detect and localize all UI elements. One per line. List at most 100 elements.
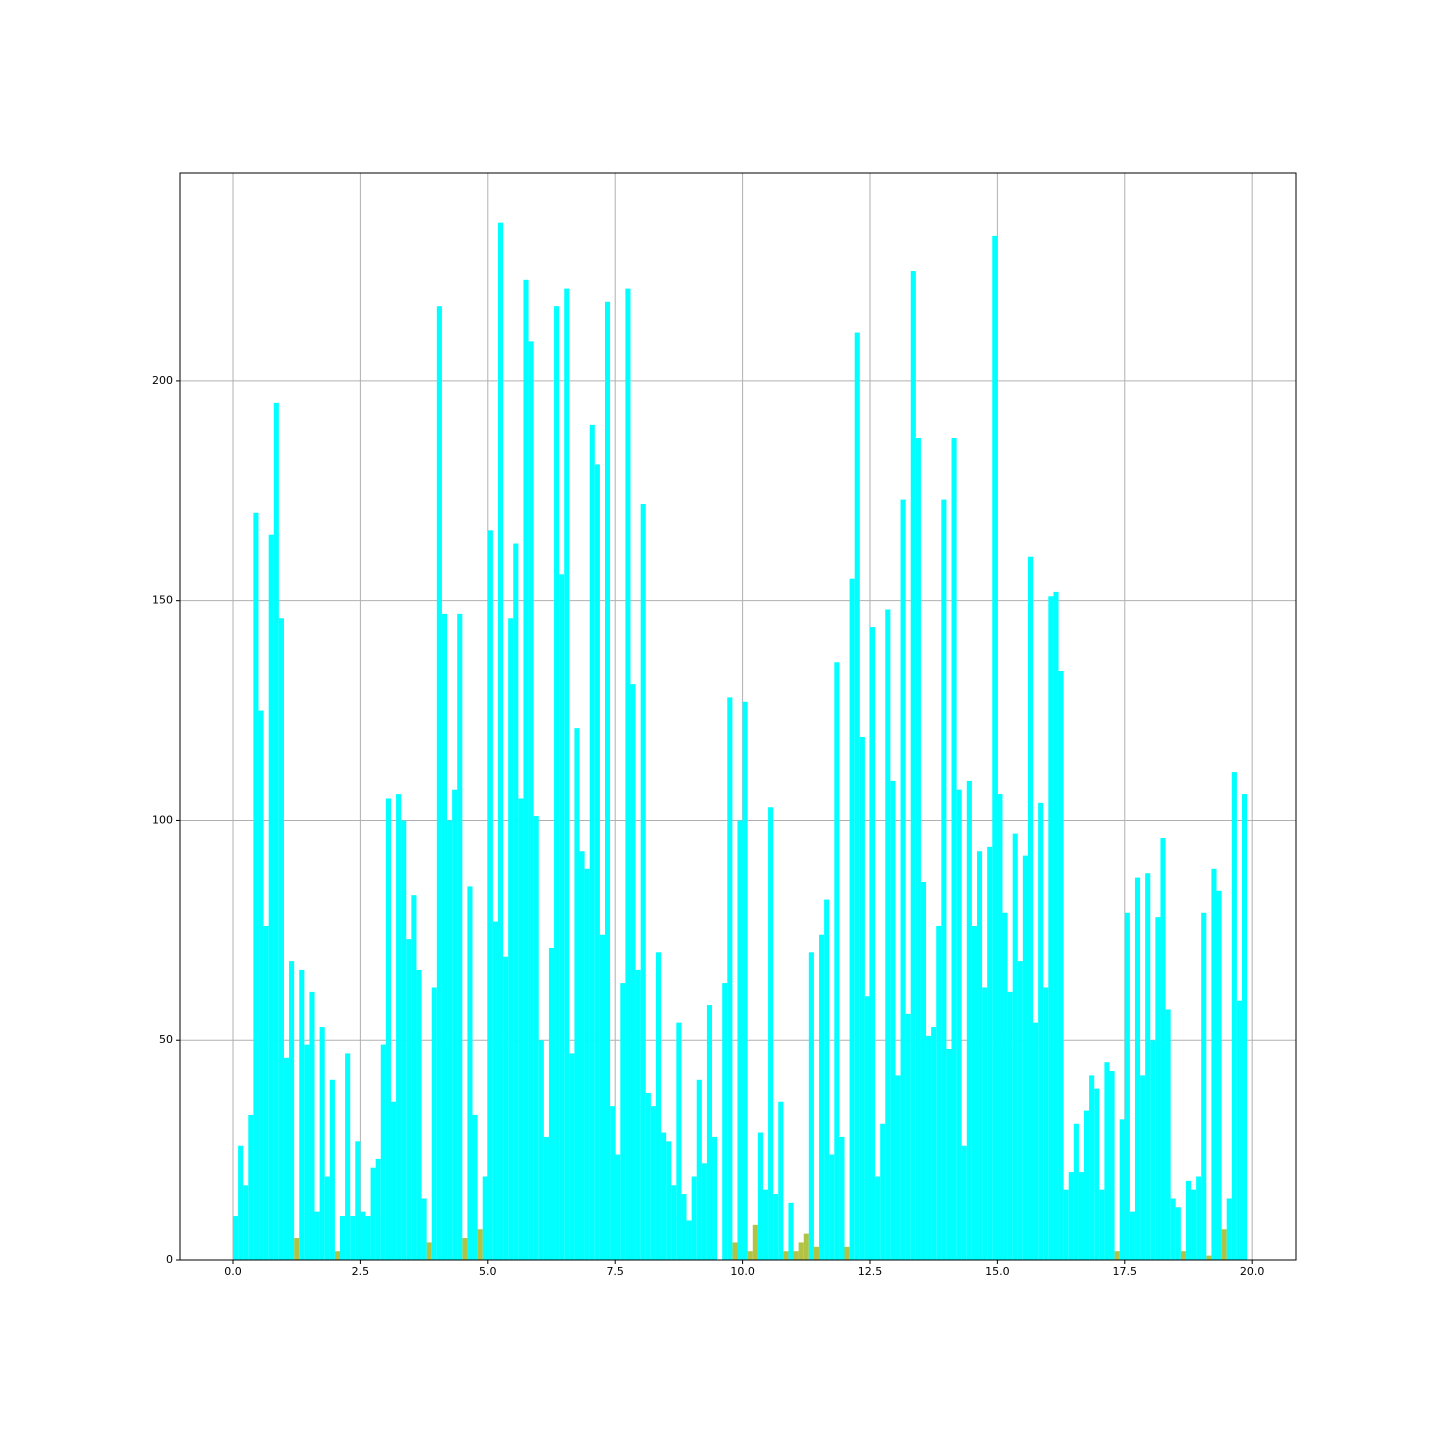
histogram-bar bbox=[441, 613, 448, 1260]
histogram-bar bbox=[727, 697, 733, 1260]
histogram-bar bbox=[299, 969, 305, 1260]
histogram-bar bbox=[1073, 1123, 1079, 1260]
histogram-bar bbox=[406, 939, 412, 1260]
histogram-bar bbox=[1175, 1207, 1181, 1260]
histogram-bar bbox=[1007, 991, 1013, 1260]
histogram-bar bbox=[411, 895, 417, 1260]
histogram-bar bbox=[523, 279, 529, 1260]
histogram-bar bbox=[1160, 838, 1166, 1260]
histogram-bar bbox=[278, 618, 284, 1260]
histogram-bar bbox=[976, 851, 983, 1260]
histogram-bar bbox=[752, 1224, 758, 1260]
histogram-bar bbox=[1170, 1198, 1176, 1260]
histogram-bar bbox=[890, 780, 896, 1260]
histogram-bar bbox=[803, 1233, 809, 1260]
histogram-bar bbox=[824, 899, 830, 1260]
histogram-bar bbox=[579, 851, 585, 1260]
histogram-bar bbox=[401, 820, 407, 1260]
histogram-bar bbox=[380, 1044, 386, 1260]
histogram-bar bbox=[385, 798, 391, 1260]
histogram-bar bbox=[482, 1176, 488, 1260]
histogram-bar bbox=[1180, 1251, 1186, 1260]
axes: 0.0 2.5 5.0 7.5 10.0 12.5 15.0 17.5 20.0 0 50 100 15… bbox=[152, 374, 1264, 1278]
histogram-bar bbox=[798, 1242, 804, 1260]
x-tick-label: 15.0 bbox=[985, 1265, 1010, 1278]
histogram-bar bbox=[1185, 1180, 1192, 1260]
histogram-bar bbox=[1022, 855, 1028, 1260]
histogram-bar bbox=[574, 728, 580, 1260]
histogram-bar bbox=[895, 1075, 901, 1260]
histogram-bar bbox=[416, 969, 422, 1260]
histogram-bar bbox=[1119, 1119, 1125, 1260]
histogram-bar bbox=[1099, 1189, 1105, 1260]
histogram-bar bbox=[778, 1101, 784, 1260]
histogram-bar bbox=[1012, 833, 1018, 1260]
histogram-bar bbox=[289, 961, 295, 1260]
histogram-bar bbox=[548, 947, 555, 1260]
histogram-bar bbox=[503, 956, 509, 1260]
histogram-bar bbox=[946, 1049, 952, 1260]
histogram-bar bbox=[1124, 912, 1130, 1260]
histogram-bar bbox=[829, 1154, 835, 1260]
histogram-bar bbox=[559, 574, 565, 1260]
histogram-bar bbox=[1109, 1070, 1115, 1260]
histogram-bar bbox=[773, 1194, 779, 1260]
histogram-bar bbox=[477, 1229, 483, 1260]
histogram-bar bbox=[273, 402, 279, 1260]
histogram-bar bbox=[686, 1220, 692, 1260]
histogram-bar bbox=[1145, 873, 1151, 1260]
histogram-bar bbox=[650, 1106, 656, 1260]
histogram-bar bbox=[1165, 1009, 1171, 1260]
histogram-bar bbox=[1089, 1075, 1095, 1260]
histogram-bar bbox=[533, 816, 539, 1260]
histogram-bar bbox=[900, 499, 906, 1260]
histogram-bar bbox=[431, 987, 437, 1260]
histogram-bar bbox=[1094, 1088, 1100, 1260]
y-tick-label: 0 bbox=[166, 1253, 173, 1266]
histogram-bar bbox=[497, 222, 504, 1260]
histogram-bar bbox=[1129, 1211, 1135, 1260]
x-tick-label: 7.5 bbox=[606, 1265, 624, 1278]
x-tick-label: 5.0 bbox=[479, 1265, 497, 1278]
histogram-bar bbox=[554, 306, 560, 1261]
histogram-bar bbox=[426, 1242, 432, 1260]
histogram-bar bbox=[513, 543, 519, 1260]
histogram-bar bbox=[436, 306, 442, 1261]
histogram-bar bbox=[314, 1211, 320, 1260]
histogram-bar bbox=[268, 534, 274, 1260]
histogram-bar bbox=[808, 952, 814, 1260]
histogram-bar bbox=[676, 1022, 682, 1260]
histogram-bar bbox=[584, 868, 590, 1260]
x-tick-label: 20.0 bbox=[1240, 1265, 1265, 1278]
histogram-bar bbox=[564, 288, 570, 1260]
histogram-bar bbox=[671, 1185, 677, 1260]
histogram-bar bbox=[645, 1092, 651, 1260]
histogram-bar bbox=[589, 424, 595, 1261]
histogram-bar bbox=[854, 332, 860, 1260]
histogram-bar bbox=[355, 1141, 361, 1260]
histogram-bar bbox=[396, 794, 402, 1260]
histogram-bar bbox=[788, 1202, 794, 1260]
histogram-bar bbox=[956, 789, 962, 1260]
histogram-bar bbox=[793, 1251, 799, 1260]
histogram-bar bbox=[1236, 1000, 1242, 1260]
histogram-bar bbox=[1150, 1040, 1156, 1260]
histogram-bar bbox=[620, 983, 626, 1260]
histogram-bar bbox=[1027, 556, 1034, 1260]
histogram-bar bbox=[1191, 1189, 1197, 1260]
histogram-bar bbox=[635, 969, 641, 1260]
histogram-bar bbox=[462, 1238, 468, 1260]
histogram-bar bbox=[992, 235, 998, 1261]
histogram-bar bbox=[304, 1044, 310, 1260]
histogram-bar bbox=[615, 1154, 621, 1260]
histogram-bar bbox=[931, 1027, 937, 1260]
histogram-bar bbox=[340, 1216, 346, 1260]
histogram-bar bbox=[543, 1136, 549, 1260]
histogram-bar bbox=[819, 934, 825, 1260]
histogram-bar bbox=[528, 341, 534, 1260]
histogram-bar bbox=[610, 1106, 616, 1260]
histogram-bar bbox=[1211, 868, 1217, 1260]
histogram-bar bbox=[472, 1114, 478, 1260]
histogram-bar bbox=[594, 464, 600, 1260]
histogram-bar bbox=[1043, 987, 1049, 1260]
